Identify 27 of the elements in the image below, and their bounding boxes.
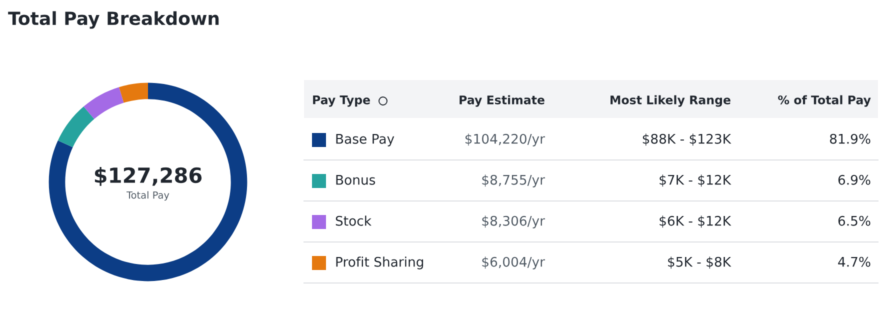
text: Total Pay [126, 191, 170, 201]
text: $88K - $123K [642, 134, 732, 146]
text: $5K - $8K [668, 256, 732, 269]
data-label: $8,306/yr [482, 216, 545, 228]
donut-slice [58, 106, 94, 148]
donut-slice [48, 82, 248, 282]
data-label: $6,004/yr [482, 256, 545, 270]
text: Pay Estimate [460, 95, 544, 107]
legend-label: Base Pay [336, 134, 394, 146]
legend-label: Stock [336, 216, 372, 226]
data-label: $104,220/yr [465, 134, 545, 146]
text: 6.5% [838, 216, 870, 226]
text: Most Likely Range [610, 95, 730, 107]
legend-label: Profit Sharing [336, 256, 424, 270]
chart-title: Total Pay Breakdown [8, 11, 219, 29]
text: 6.9% [838, 174, 870, 185]
text: $6K - $12K [660, 216, 732, 228]
donut-slice [84, 87, 124, 119]
text: $127,286 [94, 166, 202, 186]
data-label: $8,755/yr [482, 174, 545, 188]
donut-slice [119, 82, 148, 103]
text: % of Total Pay [778, 95, 871, 107]
text: Pay Type [313, 96, 370, 107]
text: 81.9% [830, 134, 870, 144]
text: 4.7% [838, 256, 870, 267]
legend-label: Bonus [336, 175, 376, 185]
text: $7K - $12K [660, 174, 732, 187]
